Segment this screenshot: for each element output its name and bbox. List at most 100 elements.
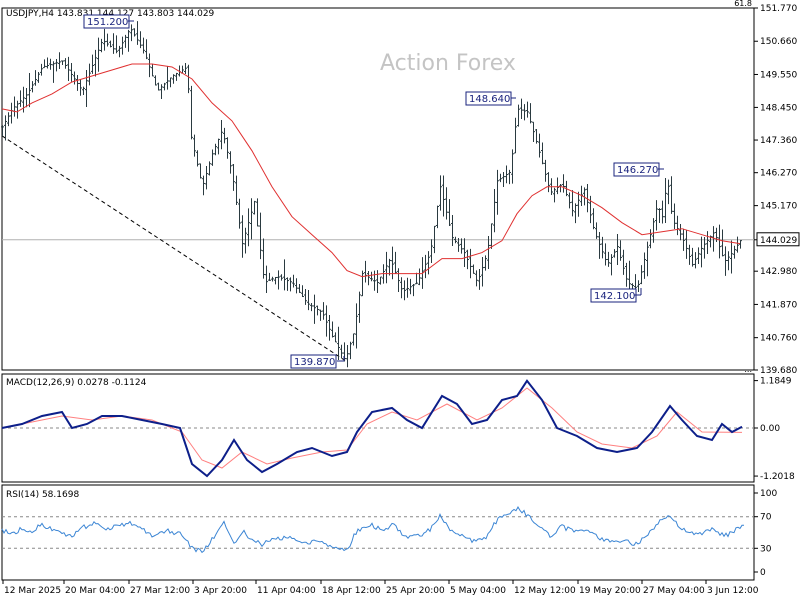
macd-line xyxy=(1,379,743,478)
price-bar xyxy=(361,270,364,297)
price-bar xyxy=(235,175,238,206)
price-bar xyxy=(232,164,235,191)
price-bar xyxy=(592,208,595,230)
x-axis-tick-label: 3 Apr 20:00 xyxy=(194,586,247,596)
price-bar xyxy=(160,84,163,100)
price-bar xyxy=(217,138,220,155)
price-bar xyxy=(700,236,703,268)
price-bar xyxy=(349,341,352,360)
price-bar xyxy=(115,35,118,54)
price-bar xyxy=(358,291,361,323)
rsi-y-axis: 100 70 30 0 xyxy=(754,489,777,578)
price-bar xyxy=(337,326,340,360)
price-bar xyxy=(472,264,475,274)
price-bar xyxy=(688,244,691,265)
price-y-tick-label: 141.870 xyxy=(760,300,797,310)
price-y-tick-label: 151.770 xyxy=(760,4,797,14)
price-annotation: 148.640 xyxy=(465,91,516,106)
price-bar xyxy=(331,321,334,338)
price-bar xyxy=(247,208,250,247)
price-bar xyxy=(409,278,412,295)
price-bar xyxy=(475,270,478,287)
price-bar xyxy=(262,238,265,279)
price-bar xyxy=(649,229,652,249)
macd-y-tick-label: 0.00 xyxy=(760,424,780,434)
macd-title: MACD(12,26,9) 0.0278 -0.1124 xyxy=(6,378,147,388)
price-bar xyxy=(739,240,742,249)
price-bar xyxy=(286,277,289,291)
price-bar xyxy=(505,165,508,184)
price-bar xyxy=(94,49,97,77)
rsi-panel[interactable]: RSI(14) 58.1698 xyxy=(1,484,755,581)
price-panel-frame xyxy=(1,7,755,371)
price-bar xyxy=(607,251,610,267)
price-bar xyxy=(625,262,628,287)
price-bar xyxy=(46,57,49,69)
price-bar xyxy=(679,223,682,241)
price-y-tick-label: 146.270 xyxy=(760,169,797,179)
price-bar xyxy=(511,149,514,184)
price-bar xyxy=(280,274,283,281)
price-bar xyxy=(85,70,88,107)
rsi-title: RSI(14) 58.1698 xyxy=(6,490,79,500)
price-annotation: 151.200 xyxy=(83,14,134,29)
price-y-tick-label: 149.550 xyxy=(760,70,797,80)
price-annotation: 146.270 xyxy=(613,162,664,177)
price-bar xyxy=(367,271,370,286)
price-bar xyxy=(655,200,658,231)
price-bar xyxy=(397,268,400,293)
price-bar xyxy=(730,240,733,274)
price-bar xyxy=(82,86,85,95)
price-y-tick-label: 140.760 xyxy=(760,334,797,344)
price-annotation-label: 139.870 xyxy=(294,357,335,368)
price-bar xyxy=(61,60,64,66)
macd-lines-layer xyxy=(1,379,743,478)
price-bar xyxy=(316,305,319,316)
bottom-right-marker: ... xyxy=(744,365,752,374)
price-bar xyxy=(373,270,376,291)
price-bar xyxy=(265,265,268,293)
price-bar xyxy=(121,36,124,55)
price-bar xyxy=(598,232,601,259)
price-bar xyxy=(244,227,247,254)
macd-panel[interactable]: MACD(12,26,9) 0.0278 -0.1124 xyxy=(1,373,755,483)
price-bar xyxy=(652,218,655,243)
price-bar xyxy=(574,203,577,224)
price-bar xyxy=(199,163,202,179)
price-bar xyxy=(658,208,661,223)
price-bar xyxy=(214,143,217,156)
price-bar xyxy=(19,90,22,107)
macd-y-tick-label: 1.1849 xyxy=(760,377,792,387)
price-bar xyxy=(322,302,325,320)
price-bar xyxy=(55,59,58,72)
price-bar xyxy=(577,191,580,217)
price-bar xyxy=(118,45,121,58)
price-bar xyxy=(724,246,727,276)
price-bar xyxy=(37,72,40,83)
price-bar xyxy=(502,171,505,187)
price-bar xyxy=(205,165,208,190)
price-bar xyxy=(196,150,199,167)
price-bar xyxy=(448,199,451,227)
price-bar xyxy=(142,37,145,54)
price-bar xyxy=(667,179,670,205)
price-bar xyxy=(673,203,676,230)
x-axis-tick-label: 27 Mar 12:00 xyxy=(130,586,190,596)
price-bar xyxy=(394,251,397,274)
price-bar xyxy=(64,58,67,69)
price-bar xyxy=(562,174,565,193)
price-bar xyxy=(613,249,616,258)
price-panel[interactable]: Action Forex USDJPY,H4 143.831 144.127 1… xyxy=(1,0,755,374)
price-bar xyxy=(481,256,484,287)
price-y-axis: 151.770 150.660 149.550 148.450 147.360 146.2… xyxy=(754,4,800,376)
price-bar xyxy=(154,75,157,86)
price-bar xyxy=(535,128,538,144)
price-bar xyxy=(661,200,664,224)
price-bar xyxy=(352,333,355,346)
price-bar xyxy=(712,226,715,252)
price-bar xyxy=(427,251,430,275)
price-bar xyxy=(454,236,457,244)
price-bar xyxy=(334,332,337,343)
price-y-tick-label: 145.170 xyxy=(760,202,797,212)
price-bar xyxy=(52,61,55,83)
